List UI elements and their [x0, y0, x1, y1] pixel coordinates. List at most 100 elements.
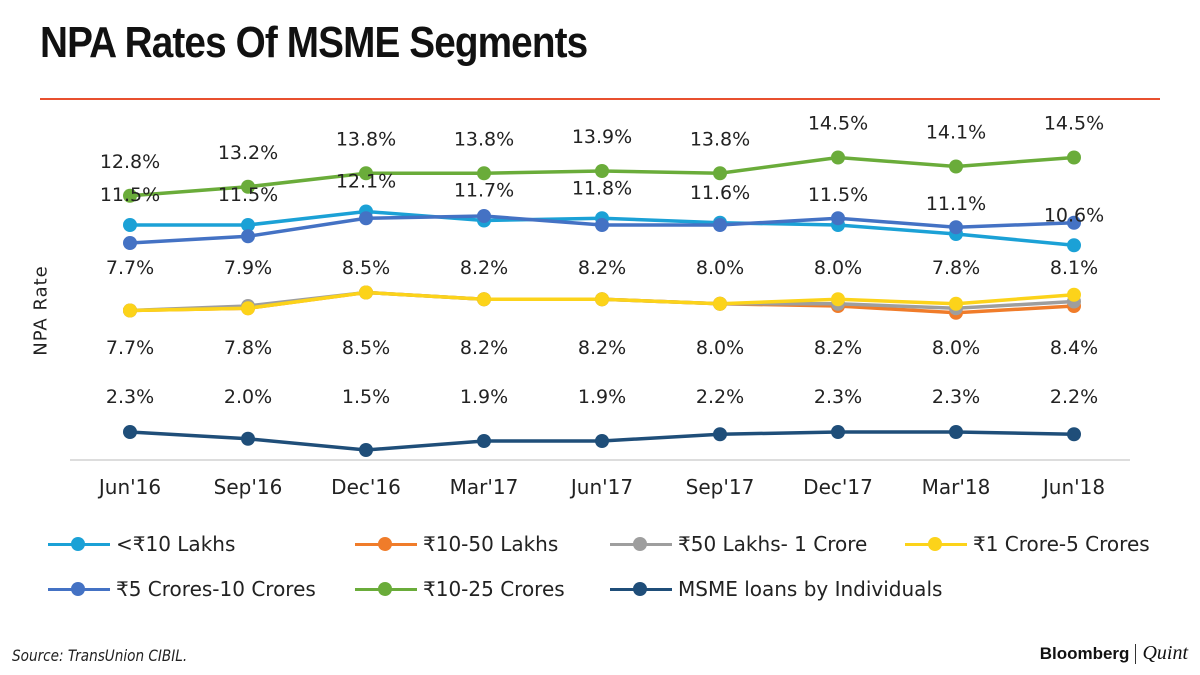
x-tick-label: Mar'17	[450, 475, 519, 499]
data-point	[477, 209, 491, 223]
data-point	[1067, 238, 1081, 253]
data-label: 11.8%	[572, 177, 632, 199]
legend-swatch-icon	[610, 582, 672, 596]
legend-label: ₹5 Crores-10 Crores	[116, 577, 316, 601]
legend-label: ₹1 Crore-5 Crores	[973, 532, 1150, 556]
data-label: 11.6%	[690, 182, 750, 204]
data-point	[949, 296, 963, 311]
brand-quint: Quint	[1142, 642, 1188, 664]
data-point	[123, 218, 137, 232]
data-label: 2.2%	[1050, 386, 1098, 408]
data-label: 8.0%	[696, 257, 744, 279]
x-tick-label: Dec'17	[803, 475, 873, 499]
data-label: 10.6%	[1044, 204, 1104, 226]
brand-divider	[1135, 643, 1137, 664]
data-label: 13.8%	[454, 128, 514, 150]
data-point	[1067, 150, 1081, 165]
data-point	[241, 179, 255, 194]
data-label: 8.0%	[696, 337, 744, 359]
data-label: 11.1%	[926, 193, 986, 215]
data-label: 14.5%	[1044, 113, 1104, 135]
data-label: 2.3%	[106, 386, 154, 408]
x-tick-label: Jun'17	[569, 475, 633, 499]
data-label: 14.5%	[808, 113, 868, 135]
data-label: 1.9%	[578, 386, 626, 408]
data-point	[595, 218, 609, 232]
data-label: 13.2%	[218, 142, 278, 164]
data-point	[123, 303, 137, 318]
data-label: 8.2%	[814, 337, 862, 359]
legend-label: <₹10 Lakhs	[116, 532, 236, 556]
data-point	[477, 292, 491, 307]
data-label: 8.1%	[1050, 257, 1098, 279]
x-tick-label: Sep'17	[686, 475, 755, 499]
data-label: 14.1%	[926, 122, 986, 144]
data-point	[359, 211, 373, 226]
data-point	[949, 220, 963, 235]
data-label: 8.2%	[578, 257, 626, 279]
data-label: 7.9%	[224, 257, 272, 279]
data-point	[595, 164, 609, 178]
data-point	[831, 211, 845, 226]
data-point	[123, 188, 137, 203]
legend-swatch-icon	[355, 537, 417, 551]
data-label: 8.4%	[1050, 337, 1098, 359]
x-tick-label: Jun'16	[97, 475, 161, 499]
data-label: 13.8%	[336, 128, 396, 150]
legend-swatch-icon	[905, 537, 967, 551]
legend-label: ₹50 Lakhs- 1 Crore	[678, 532, 868, 556]
data-label: 8.0%	[932, 337, 980, 359]
legend-swatch-icon	[48, 582, 110, 596]
brand-logo: Bloomberg Quint	[1040, 642, 1188, 665]
data-label: 2.3%	[932, 386, 980, 408]
data-label: 1.5%	[342, 386, 390, 408]
data-point	[241, 301, 255, 316]
data-point	[713, 296, 727, 311]
page-title: NPA Rates Of MSME Segments	[40, 18, 588, 67]
data-label: 11.5%	[218, 184, 278, 206]
title-divider	[40, 98, 1160, 100]
data-label: 11.7%	[454, 180, 514, 202]
data-label: 13.8%	[690, 128, 750, 150]
data-point	[595, 292, 609, 307]
data-point	[595, 434, 609, 448]
data-label: 11.5%	[808, 184, 868, 206]
data-label: 2.0%	[224, 386, 272, 408]
data-label: 12.8%	[100, 151, 160, 173]
data-label: 2.2%	[696, 386, 744, 408]
data-label: 8.2%	[578, 337, 626, 359]
data-point	[241, 431, 255, 446]
data-label: 7.7%	[106, 257, 154, 279]
data-point	[1067, 427, 1081, 442]
legend-item: MSME loans by Individuals	[610, 577, 942, 601]
data-point	[831, 292, 845, 307]
legend-swatch-icon	[355, 582, 417, 596]
data-point	[949, 425, 963, 439]
data-point	[477, 434, 491, 448]
brand-bloomberg: Bloomberg	[1039, 643, 1130, 663]
data-point	[949, 159, 963, 174]
data-label: 13.9%	[572, 126, 632, 148]
source-note: Source: TransUnion CIBIL.	[12, 646, 188, 665]
legend-label: ₹10-25 Crores	[423, 577, 565, 601]
data-point	[359, 285, 373, 300]
data-point	[359, 166, 373, 181]
data-point	[241, 218, 255, 232]
data-label: 12.1%	[336, 171, 396, 193]
data-point	[713, 427, 727, 442]
legend-item: ₹10-50 Lakhs	[355, 532, 558, 556]
data-point	[713, 218, 727, 232]
data-label: 7.8%	[224, 337, 272, 359]
data-point	[831, 425, 845, 439]
data-label: 8.5%	[342, 257, 390, 279]
data-label: 11.5%	[100, 184, 160, 206]
data-point	[1067, 287, 1081, 302]
data-point	[241, 229, 255, 244]
data-point	[713, 166, 727, 181]
data-label: 7.8%	[932, 257, 980, 279]
legend-label: ₹10-50 Lakhs	[423, 532, 559, 556]
data-point	[477, 166, 491, 181]
data-label: 2.3%	[814, 386, 862, 408]
